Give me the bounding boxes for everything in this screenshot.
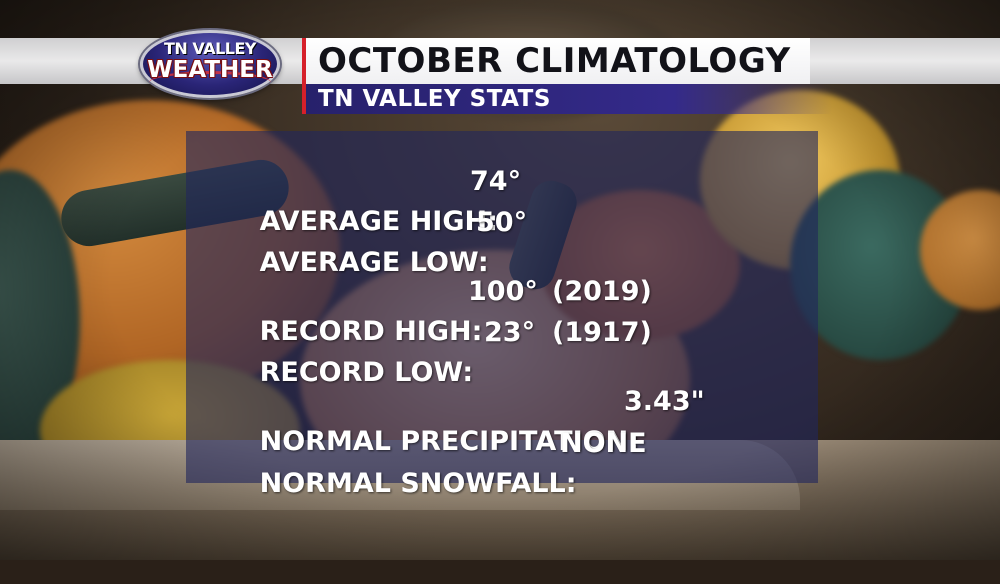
stat-normal-snowfall: NORMAL SNOWFALL: NONE: [222, 424, 647, 499]
normal-snowfall-label: NORMAL SNOWFALL:: [259, 468, 577, 499]
page-subtitle: TN VALLEY STATS: [318, 86, 551, 112]
stats-panel: AVERAGE HIGH: 74° AVERAGE LOW: 50° RECOR…: [186, 131, 818, 499]
stat-record-low: RECORD LOW: 23° (1917): [222, 313, 652, 388]
stat-average-high: AVERAGE HIGH: 74°: [222, 162, 521, 237]
record-high-value: 100°: [468, 276, 538, 307]
record-low-value: 23°: [484, 317, 536, 348]
normal-precipitation-label: NORMAL PRECIPITATION:: [259, 426, 639, 457]
record-low-label: RECORD LOW:: [259, 357, 474, 388]
record-high-year: (2019): [552, 276, 652, 307]
stat-average-low: AVERAGE LOW: 50°: [222, 203, 527, 278]
record-low-year: (1917): [552, 317, 652, 348]
average-high-label: AVERAGE HIGH:: [259, 206, 498, 237]
subtitle-bar: TN VALLEY STATS: [302, 84, 832, 114]
average-low-value: 50°: [476, 207, 528, 238]
title-bar: OCTOBER CLIMATOLOGY: [302, 38, 810, 84]
logo-swoosh: [149, 71, 271, 94]
page-title: OCTOBER CLIMATOLOGY: [318, 41, 791, 81]
logo-line-2: WEATHER: [147, 57, 273, 83]
normal-precipitation-value: 3.43": [624, 386, 705, 417]
normal-snowfall-value: NONE: [560, 428, 647, 459]
logo-line-1: TN VALLEY: [164, 39, 256, 58]
average-high-value: 74°: [470, 166, 522, 197]
station-logo: TN VALLEY WEATHER: [140, 30, 280, 98]
record-high-label: RECORD HIGH:: [259, 316, 483, 347]
stat-record-high: RECORD HIGH: 100° (2019): [222, 272, 652, 347]
average-low-label: AVERAGE LOW:: [259, 247, 489, 278]
stat-normal-precipitation: NORMAL PRECIPITATION: 3.43": [222, 382, 705, 457]
